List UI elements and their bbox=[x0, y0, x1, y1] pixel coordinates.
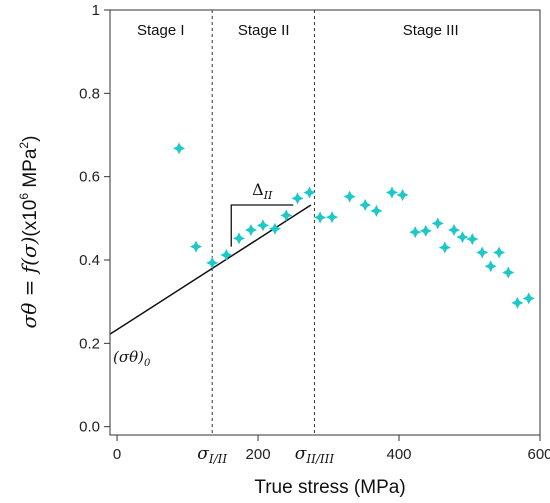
data-point-17 bbox=[385, 186, 398, 199]
stage-boundary-lines bbox=[211, 10, 315, 435]
data-point-21 bbox=[431, 217, 444, 230]
data-point-8 bbox=[268, 222, 281, 235]
data-point-27 bbox=[484, 260, 497, 273]
data-point-6 bbox=[244, 224, 257, 236]
intercept-label-sub: 0 bbox=[144, 358, 151, 369]
data-point-10 bbox=[291, 192, 304, 205]
axis-ticks: 0 200 400 600 0.0 0.2 0.4 0.6 0.8 1 bbox=[79, 2, 550, 463]
x-tick-label-400: 400 bbox=[387, 446, 412, 463]
data-points bbox=[173, 142, 535, 309]
boundary-label-sub: I/II bbox=[208, 452, 228, 466]
boundary-label-2: σII/III bbox=[295, 444, 335, 466]
stage-label-1: Stage I bbox=[137, 22, 185, 39]
data-point-3 bbox=[206, 256, 219, 269]
data-point-20 bbox=[419, 224, 432, 237]
data-point-2 bbox=[190, 240, 202, 253]
y-axis-title-unit-exp2: 2 bbox=[17, 142, 31, 149]
data-point-1 bbox=[173, 142, 186, 155]
y-axis-title: σθ = f(σ)(x106 MPa2) bbox=[17, 136, 41, 329]
data-point-19 bbox=[409, 226, 422, 239]
y-tick-label-4: 0.8 bbox=[79, 85, 100, 102]
boundary-label-1: σI/II bbox=[197, 444, 227, 466]
x-tick-label-0: 0 bbox=[113, 446, 121, 463]
data-point-31 bbox=[522, 292, 535, 305]
data-point-26 bbox=[476, 246, 489, 259]
data-point-23 bbox=[448, 224, 460, 236]
stage-label-2: Stage II bbox=[238, 22, 290, 39]
data-point-14 bbox=[343, 190, 356, 203]
y-axis-title-unit-start: (x10 bbox=[20, 200, 41, 237]
x-tick-label-200: 200 bbox=[246, 446, 271, 463]
data-point-22 bbox=[438, 241, 451, 254]
data-point-11 bbox=[303, 186, 316, 199]
data-point-12 bbox=[314, 211, 327, 224]
y-axis-title-unit-mid: MPa bbox=[20, 148, 41, 193]
data-point-16 bbox=[370, 204, 383, 217]
y-tick-label-2: 0.4 bbox=[79, 252, 100, 269]
y-axis-title-arg: (σ) bbox=[17, 237, 41, 266]
intercept-label: (σθ)0 bbox=[113, 348, 151, 369]
y-tick-label-5: 1 bbox=[92, 2, 100, 19]
y-axis-title-unit-exp: 6 bbox=[17, 193, 31, 200]
stage-label-3: Stage III bbox=[403, 22, 459, 39]
slope-triangle bbox=[230, 204, 294, 247]
data-point-15 bbox=[359, 199, 372, 211]
x-axis-title: True stress (MPa) bbox=[254, 477, 405, 498]
y-tick-label-1: 0.2 bbox=[79, 335, 100, 352]
y-tick-label-0: 0.0 bbox=[79, 419, 100, 436]
data-point-30 bbox=[511, 296, 524, 309]
data-point-24 bbox=[456, 231, 469, 244]
data-point-13 bbox=[326, 211, 339, 224]
x-tick-label-600: 600 bbox=[527, 446, 550, 463]
data-point-9 bbox=[280, 209, 293, 222]
boundary-label-base: σ bbox=[197, 444, 209, 464]
delta-label-sub: II bbox=[263, 189, 273, 202]
linear-fit-line bbox=[109, 204, 312, 335]
y-tick-label-3: 0.6 bbox=[79, 169, 100, 186]
plot-frame-rect bbox=[109, 9, 541, 436]
data-point-5 bbox=[233, 232, 245, 245]
y-axis-title-prefix: σθ = bbox=[17, 273, 41, 328]
fit-line-group bbox=[109, 204, 312, 335]
intercept-label-text: (σθ) bbox=[113, 348, 144, 366]
delta-label: ΔII bbox=[252, 180, 273, 202]
boundary-label-base: σ bbox=[295, 444, 307, 464]
plot-frame bbox=[109, 9, 541, 436]
data-point-4 bbox=[220, 249, 233, 261]
data-point-29 bbox=[502, 266, 515, 279]
delta-label-base: Δ bbox=[252, 180, 264, 199]
boundary-label-sub: II/III bbox=[305, 452, 334, 466]
y-axis-title-unit-end: ) bbox=[20, 136, 41, 142]
data-point-28 bbox=[493, 246, 506, 259]
data-point-7 bbox=[256, 219, 269, 232]
data-point-25 bbox=[466, 233, 479, 246]
data-point-18 bbox=[396, 189, 409, 201]
